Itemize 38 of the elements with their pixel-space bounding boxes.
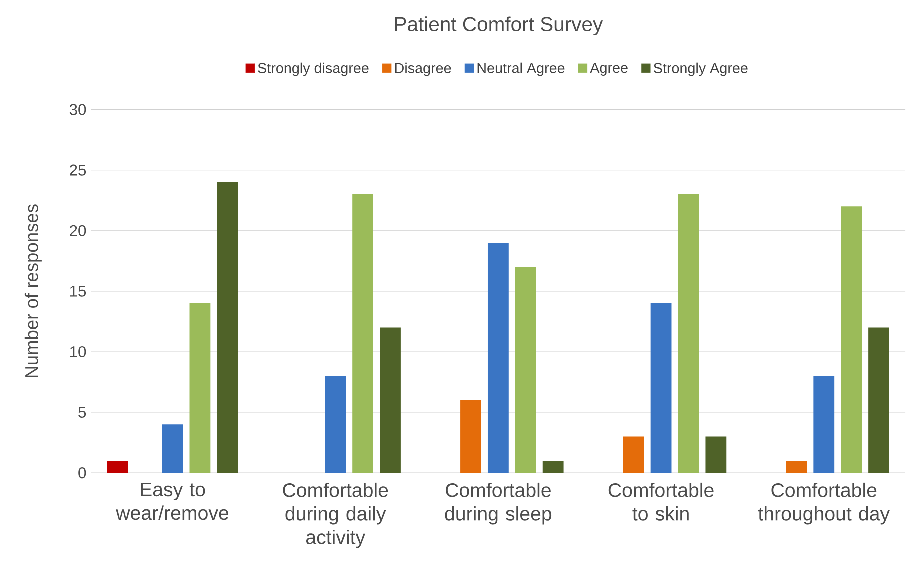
bar — [841, 206, 862, 473]
x-tick-label: Easy to wear/remove — [116, 482, 229, 520]
x-tick-label: Comfortable during sleep — [445, 482, 552, 525]
legend-label: Strongly disagree — [258, 62, 369, 76]
bar — [380, 328, 401, 473]
bar — [868, 328, 890, 473]
bar — [706, 436, 727, 473]
bar — [162, 424, 184, 473]
y-axis-title: Number of responses — [24, 204, 42, 378]
x-tick-label: Comfortable during daily activity — [283, 482, 388, 548]
bar — [488, 242, 509, 473]
bar — [190, 303, 211, 473]
chart-title: Patient Comfort Survey — [395, 16, 604, 36]
legend-label: Disagree — [395, 62, 452, 76]
bar — [814, 376, 835, 473]
x-tick-label: Comfortable throughout day — [758, 482, 890, 525]
bar — [352, 194, 374, 473]
bar — [623, 436, 644, 473]
y-tick-label: 0 — [78, 467, 86, 479]
bar — [460, 400, 482, 473]
bar — [678, 194, 700, 473]
y-tick-label: 5 — [78, 406, 86, 418]
bar — [650, 303, 672, 473]
y-tick-label: 10 — [70, 346, 86, 358]
bar — [107, 460, 128, 473]
x-tick-label: Comfortable to skin — [608, 482, 714, 521]
legend-label: Neutral Agree — [478, 62, 565, 76]
legend-label: Strongly Agree — [654, 62, 748, 76]
legend-label: Agree — [590, 62, 628, 76]
y-tick-label: 30 — [70, 104, 86, 116]
y-tick-label: 20 — [70, 225, 86, 236]
y-tick-label: 15 — [70, 286, 86, 297]
bar — [542, 460, 564, 473]
bar — [786, 460, 808, 473]
y-tick-label: 25 — [70, 164, 86, 176]
bar — [217, 182, 238, 473]
bar — [325, 376, 346, 473]
bar — [515, 267, 536, 473]
